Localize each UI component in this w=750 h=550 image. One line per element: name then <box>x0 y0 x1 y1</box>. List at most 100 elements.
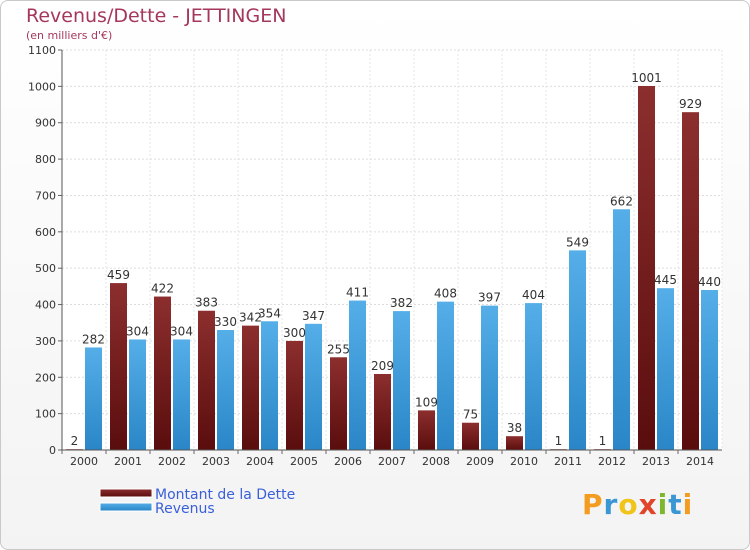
x-tick-label: 2008 <box>422 455 450 468</box>
bar-label-revenus: 549 <box>566 235 589 249</box>
bar-label-revenus: 440 <box>698 275 721 289</box>
y-tick-label: 400 <box>35 299 56 312</box>
y-tick-label: 1000 <box>28 80 56 93</box>
chart-title: Revenus/Dette - JETTINGEN <box>26 5 287 27</box>
bar-dette <box>506 436 523 450</box>
bar-revenus <box>85 347 102 450</box>
logo-letter: t <box>668 488 683 521</box>
bar-label-revenus: 282 <box>82 332 105 346</box>
bar-label-dette: 109 <box>415 395 438 409</box>
bar-label-dette: 383 <box>195 296 218 310</box>
bar-label-revenus: 404 <box>522 288 545 302</box>
x-tick-label: 2013 <box>642 455 670 468</box>
bar-revenus <box>569 250 586 450</box>
x-tick-label: 2007 <box>378 455 406 468</box>
bar-dette <box>154 296 171 450</box>
plot-area <box>62 50 722 450</box>
bar-revenus <box>613 209 630 450</box>
y-tick-label: 800 <box>35 153 56 166</box>
bar-label-revenus: 408 <box>434 287 457 301</box>
bar-revenus <box>657 288 674 450</box>
bar-label-revenus: 397 <box>478 291 501 305</box>
bar-label-dette: 38 <box>507 421 522 435</box>
bar-label-revenus: 354 <box>258 306 281 320</box>
x-tick-label: 2002 <box>158 455 186 468</box>
bar-label-dette: 422 <box>151 282 174 296</box>
bar-label-dette: 1 <box>599 434 607 448</box>
bar-dette <box>242 325 259 450</box>
bar-label-dette: 209 <box>371 359 394 373</box>
legend-swatch-revenus <box>99 502 153 512</box>
x-tick-label: 2004 <box>246 455 274 468</box>
y-tick-label: 300 <box>35 335 56 348</box>
y-tick-label: 500 <box>35 262 56 275</box>
bar-label-revenus: 304 <box>126 324 149 338</box>
bar-label-dette: 255 <box>327 342 350 356</box>
bar-revenus <box>305 323 322 450</box>
bar-revenus <box>481 305 498 450</box>
x-tick-label: 2006 <box>334 455 362 468</box>
x-tick-label: 2009 <box>466 455 494 468</box>
bar-label-dette: 1001 <box>631 71 662 85</box>
bar-dette <box>286 340 303 450</box>
y-tick-label: 700 <box>35 189 56 202</box>
x-tick-label: 2005 <box>290 455 318 468</box>
bar-label-dette: 342 <box>239 311 262 325</box>
bar-revenus <box>261 321 278 450</box>
legend-label-revenus: Revenus <box>155 501 215 517</box>
x-tick-label: 2001 <box>114 455 142 468</box>
bar-revenus <box>217 330 234 450</box>
bar-revenus <box>349 300 366 450</box>
bar-revenus <box>173 339 190 450</box>
legend-label-dette: Montant de la Dette <box>155 487 295 503</box>
logo-letter: i <box>657 488 669 521</box>
bar-label-revenus: 347 <box>302 309 325 323</box>
proxiti-logo: Proxiti <box>582 488 693 521</box>
bar-dette <box>682 112 699 450</box>
bar-revenus <box>525 303 542 450</box>
y-tick-label: 100 <box>35 408 56 421</box>
bar-revenus <box>437 301 454 450</box>
bar-dette <box>638 86 655 450</box>
bar-label-revenus: 662 <box>610 194 633 208</box>
bar-revenus <box>129 339 146 450</box>
bar-label-dette: 2 <box>71 434 79 448</box>
bar-label-revenus: 330 <box>214 315 237 329</box>
y-tick-label: 200 <box>35 371 56 384</box>
bar-dette <box>374 374 391 450</box>
bar-revenus <box>393 311 410 450</box>
bar-dette <box>462 422 479 450</box>
x-tick-label: 2003 <box>202 455 230 468</box>
bar-label-dette: 929 <box>679 97 702 111</box>
logo-letter: x <box>638 488 658 521</box>
bar-label-revenus: 411 <box>346 286 369 300</box>
x-tick-label: 2011 <box>554 455 582 468</box>
bar-label-revenus: 445 <box>654 273 677 287</box>
bar-label-dette: 300 <box>283 326 306 340</box>
bar-dette <box>110 283 127 450</box>
bar-label-dette: 75 <box>463 408 478 422</box>
chart-subtitle: (en milliers d'€) <box>26 29 113 42</box>
x-tick-label: 2014 <box>686 455 714 468</box>
logo-letter: o <box>618 488 639 521</box>
bar-dette <box>330 357 347 450</box>
bar-label-revenus: 382 <box>390 296 413 310</box>
y-tick-label: 0 <box>49 444 56 457</box>
x-tick-label: 2000 <box>70 455 98 468</box>
bar-dette <box>198 310 215 450</box>
bar-revenus <box>701 290 718 450</box>
x-tick-label: 2010 <box>510 455 538 468</box>
logo-letter: r <box>603 488 619 521</box>
bar-label-dette: 459 <box>107 268 130 282</box>
y-tick-label: 900 <box>35 117 56 130</box>
bar-dette <box>418 410 435 450</box>
logo-letter: i <box>682 488 694 521</box>
y-tick-label: 1100 <box>28 44 56 57</box>
bar-label-dette: 1 <box>555 434 563 448</box>
x-tick-label: 2012 <box>598 455 626 468</box>
bar-label-revenus: 304 <box>170 324 193 338</box>
legend-swatch-dette <box>99 488 153 498</box>
y-tick-label: 600 <box>35 226 56 239</box>
